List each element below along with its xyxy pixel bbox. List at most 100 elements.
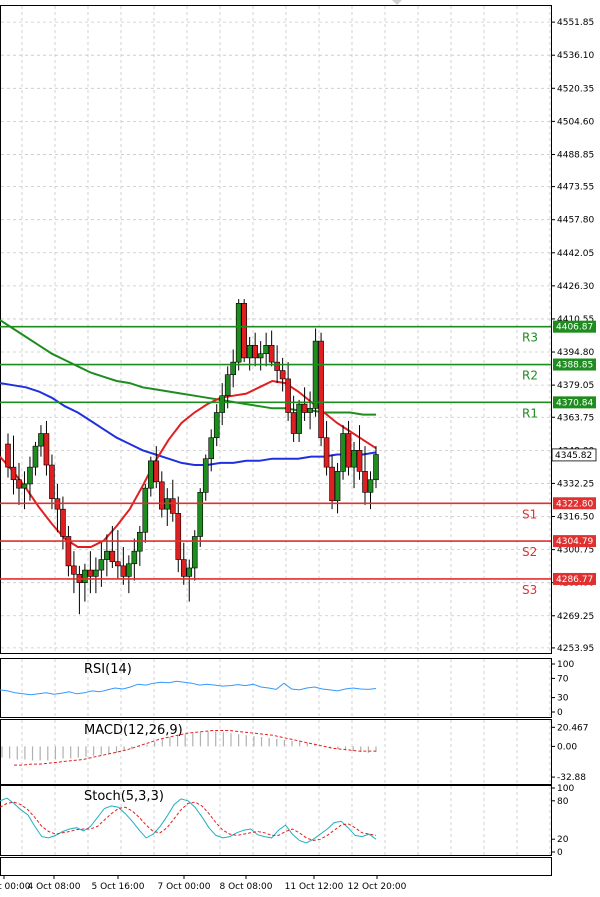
candle-body	[98, 559, 105, 571]
y-tick-label: 4536.10	[557, 51, 594, 61]
candle-body	[356, 450, 363, 472]
candle	[263, 332, 269, 367]
candle-body	[285, 378, 291, 413]
candle-body	[257, 353, 264, 359]
candle	[307, 391, 313, 430]
x-tick-label: 5 Oct 16:00	[92, 882, 145, 892]
y-tick-label: 100	[557, 660, 574, 670]
candle-body	[367, 479, 374, 493]
candle	[345, 420, 352, 476]
macd-panel-frame	[0, 719, 552, 785]
candle	[230, 349, 236, 388]
panel-frames	[0, 5, 552, 876]
y-tick-label: 20	[557, 835, 569, 845]
candle	[279, 357, 286, 392]
candle-body	[334, 471, 341, 502]
last-price-box	[551, 448, 597, 462]
candle-body	[93, 569, 99, 577]
y-tick-label: 4253.95	[557, 644, 594, 654]
level-tag-label: 4304.79	[556, 537, 593, 547]
rsi-title: RSI(14)	[84, 662, 132, 677]
candle	[213, 404, 220, 447]
candle-body	[126, 563, 132, 577]
y-tick-label: 4379.05	[557, 381, 594, 391]
candle	[93, 557, 99, 594]
candle	[148, 456, 154, 497]
level-tag-box	[553, 396, 596, 409]
time-axis: 3 Oct 00:004 Oct 08:00 5 Oct 16:00 7 Oct 0…	[0, 875, 407, 892]
candle	[334, 462, 341, 514]
y-tick-label: 4394.80	[557, 348, 594, 358]
level-name-s3: S3	[522, 583, 537, 597]
candle	[224, 366, 231, 409]
main-panel-frame	[0, 5, 552, 654]
stoch-main-line	[0, 797, 377, 844]
y-tick-label: 0.00	[557, 742, 577, 752]
candle-body	[148, 460, 154, 489]
candle	[54, 483, 61, 533]
candle	[49, 454, 55, 510]
y-tick-label: 0	[557, 848, 563, 858]
last-price-tag: 4345.82	[551, 448, 597, 462]
candle-body	[38, 433, 44, 447]
candle	[153, 446, 160, 489]
candle-body	[318, 340, 324, 439]
candle	[82, 563, 88, 602]
candle	[323, 420, 330, 476]
candle-body	[208, 437, 215, 460]
candle	[351, 441, 357, 489]
y-tick-label: 4363.75	[557, 413, 594, 423]
candle-body	[279, 370, 286, 380]
y-tick-label: 4269.25	[557, 612, 594, 622]
candlestick-series	[5, 299, 379, 615]
y-tick-label: 4520.35	[557, 84, 594, 94]
candle-body	[274, 361, 280, 371]
level-tag-box	[553, 497, 596, 510]
y-tick-label: 20.467	[557, 723, 589, 733]
candle-body	[153, 460, 160, 483]
candle	[65, 525, 72, 577]
candle-body	[246, 345, 253, 359]
candle-body	[340, 433, 346, 472]
y-tick-label: 0	[557, 708, 563, 718]
candle	[186, 559, 193, 602]
candle-body	[197, 492, 204, 537]
candle	[76, 565, 83, 615]
candle-body	[191, 536, 198, 569]
candle-body	[32, 445, 39, 468]
time-strip-frame	[0, 857, 552, 876]
candle	[27, 456, 33, 501]
scroll-marker-icon[interactable]	[392, 0, 402, 5]
candle	[87, 551, 94, 594]
candle	[329, 454, 335, 510]
candle-body	[21, 483, 28, 489]
candle-body	[158, 481, 165, 510]
candle-body	[301, 403, 308, 413]
candle	[10, 435, 17, 495]
level-tag-box	[553, 358, 596, 371]
y-tick-label: 4457.80	[557, 216, 594, 226]
candle	[71, 551, 77, 594]
x-tick-label: 7 Oct 00:00	[158, 882, 211, 892]
rsi-panel: RSI(14) 100 70 30 0	[0, 660, 574, 718]
candle-body	[230, 361, 236, 376]
ma-blue-line	[0, 382, 377, 466]
candle	[257, 341, 264, 371]
candle	[126, 555, 132, 594]
level-tag-box	[553, 572, 596, 585]
candle-body	[252, 345, 258, 359]
candle-body	[345, 433, 352, 468]
candle	[5, 433, 11, 478]
level-tag-label: 4388.85	[556, 361, 593, 371]
level-tag-label: 4286.77	[556, 575, 593, 585]
candle	[32, 441, 39, 476]
candle-body	[296, 403, 302, 434]
candle-body	[362, 471, 368, 493]
candle-body	[120, 565, 127, 577]
candle-body	[351, 450, 357, 468]
candle-body	[65, 536, 72, 567]
candle-body	[60, 508, 66, 537]
candle-body	[263, 345, 269, 355]
candle-body	[131, 550, 138, 565]
